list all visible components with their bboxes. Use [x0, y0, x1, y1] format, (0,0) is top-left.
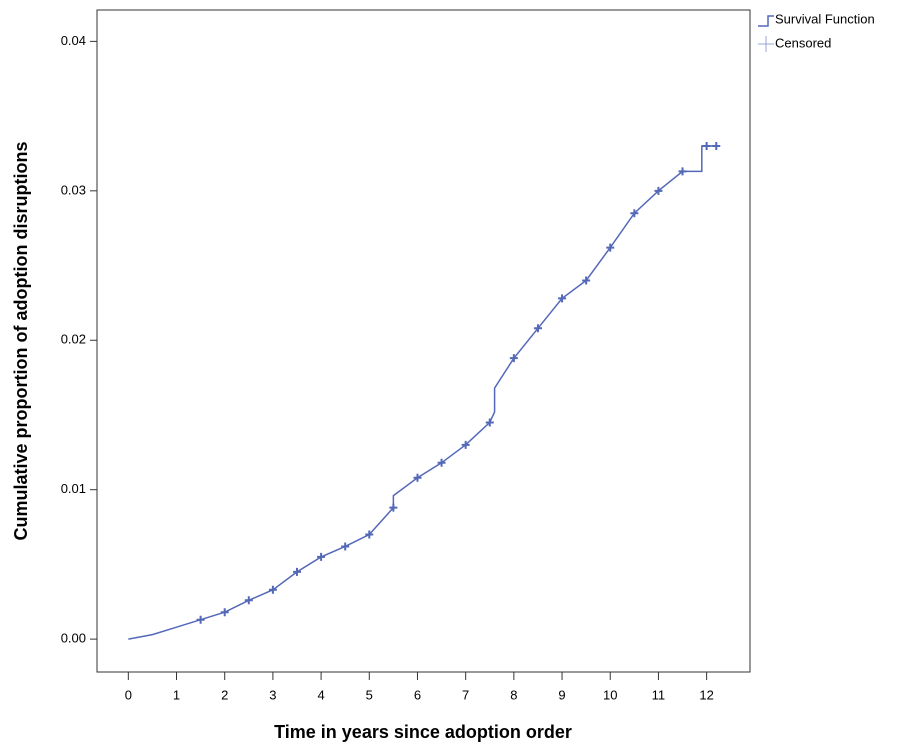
x-tick-label: 8 [510, 687, 517, 702]
censored-mark [437, 458, 446, 467]
censored-mark [268, 585, 277, 594]
censored-mark [630, 209, 639, 218]
y-tick-label: 0.02 [61, 332, 86, 347]
x-tick-label: 0 [125, 687, 132, 702]
censored-mark [606, 243, 615, 252]
censored-mark [654, 186, 663, 195]
censored-mark [485, 418, 494, 427]
censored-mark [533, 324, 542, 333]
survival-line [128, 145, 717, 640]
x-tick-label: 4 [317, 687, 324, 702]
censored-mark [558, 294, 567, 303]
x-tick-label: 2 [221, 687, 228, 702]
x-tick-label: 5 [366, 687, 373, 702]
legend-censored-icon [758, 36, 774, 52]
censored-mark [244, 596, 253, 605]
x-tick-label: 10 [603, 687, 617, 702]
y-tick-label: 0.00 [61, 631, 86, 646]
x-tick-label: 1 [173, 687, 180, 702]
y-tick-label: 0.01 [61, 481, 86, 496]
x-tick-label: 9 [558, 687, 565, 702]
y-axis-title: Cumulative proportion of adoption disrup… [11, 142, 31, 541]
censored-mark [341, 542, 350, 551]
censored-mark [220, 608, 229, 617]
censored-mark [509, 354, 518, 363]
x-tick-label: 7 [462, 687, 469, 702]
plot-area [96, 9, 751, 673]
censored-mark [712, 141, 721, 150]
x-tick-label: 3 [269, 687, 276, 702]
x-tick-label: 6 [414, 687, 421, 702]
censored-mark [292, 567, 301, 576]
censored-mark [365, 530, 374, 539]
censored-mark [461, 440, 470, 449]
censored-mark [389, 503, 398, 512]
censored-mark [196, 615, 205, 624]
y-tick-label: 0.03 [61, 182, 86, 197]
censored-mark [702, 141, 711, 150]
censored-mark [582, 276, 591, 285]
censored-mark [413, 473, 422, 482]
censored-mark [317, 552, 326, 561]
y-tick-label: 0.04 [61, 33, 86, 48]
legend-label: Survival Function [775, 11, 875, 26]
censored-mark [678, 167, 687, 176]
x-tick-label: 11 [652, 687, 666, 702]
legend-line-icon [758, 15, 774, 27]
x-axis-title: Time in years since adoption order [274, 722, 572, 742]
legend-label: Censored [775, 35, 831, 50]
x-tick-label: 12 [699, 687, 713, 702]
